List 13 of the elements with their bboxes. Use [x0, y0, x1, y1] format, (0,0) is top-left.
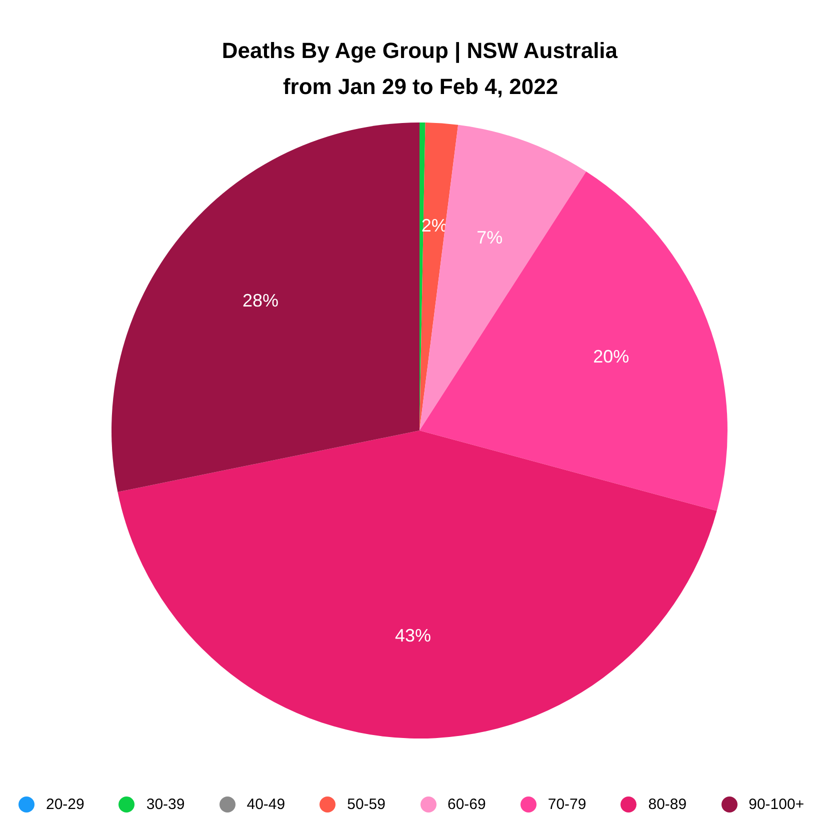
legend-label: 40-49: [246, 796, 286, 812]
legend-label: 80-89: [648, 796, 687, 812]
data-label: 43%: [395, 626, 432, 646]
legend-label: 30-39: [146, 796, 185, 812]
legend-label: 50-59: [347, 796, 386, 812]
legend-label: 90-100+: [748, 796, 804, 812]
data-label: 20%: [593, 346, 630, 367]
data-label: 7%: [476, 228, 503, 248]
legend-label: 60-69: [448, 796, 486, 812]
chart-title: Deaths By Age Group | NSW Australia from Jan 29 to Feb 4, 2022: [222, 38, 618, 99]
legend-label: 20-29: [46, 796, 84, 812]
data-label: 28%: [242, 290, 278, 311]
legend-label: 70-79: [548, 796, 586, 812]
